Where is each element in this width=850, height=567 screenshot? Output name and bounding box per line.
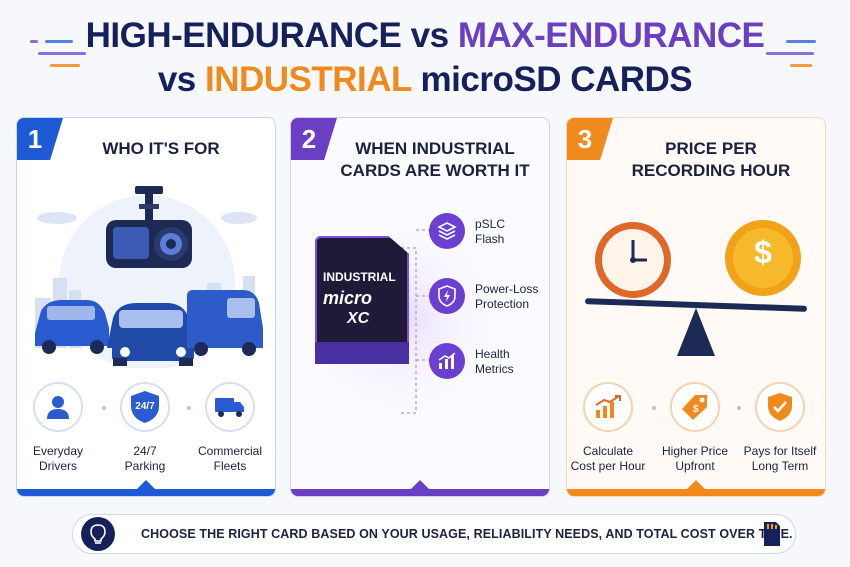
pays-for-itself-circle [755,382,805,432]
panel-accent-bar [291,489,549,496]
title-max-endurance: MAX-ENDURANCE [457,16,765,55]
health-metrics-feature-circle [429,343,465,379]
card-label-micro: micro [323,288,373,308]
title-decoration-left [50,64,80,67]
growth-chart-icon [595,395,621,418]
industrial-microsd-card: INDUSTRIAL micro XC [315,236,409,364]
higher-price-label: Higher Price Upfront [661,444,729,473]
panel-title: PRICE PER RECORDING HOUR [631,139,791,180]
power-loss-feature-circle [429,278,465,314]
shield-24-7-icon [131,391,159,423]
title-decoration-left [30,40,38,43]
lightbulb-icon [90,524,106,544]
panel-price-per-hour: 3 PRICE PER RECORDING HOUR $ [566,117,826,497]
tag-dollar-symbol: $ [693,404,699,415]
lightbulb-icon-circle [81,517,115,551]
panel-title: WHEN INDUSTRIAL CARDS ARE WORTH IT [340,139,530,180]
pslc-feature-circle [429,213,465,249]
everyday-drivers-circle [33,382,83,432]
card-bottom-stripe [315,342,409,364]
price-tag-icon: $ [682,395,707,420]
everyday-drivers-label: Everyday Drivers [32,444,84,473]
power-loss-feature-label: Power-Loss Protection [475,282,539,311]
title-industrial: INDUSTRIAL [205,60,412,99]
title-decoration-right [786,40,816,43]
separator-dot [737,406,741,410]
panel-number-badge: 2 [291,118,337,160]
clock-icon [595,222,671,298]
title-decoration-right [790,64,812,67]
panel-accent-bar [17,489,275,496]
card-label-industrial: INDUSTRIAL [323,270,396,284]
person-icon [47,396,69,419]
panel-accent-bar [567,489,825,496]
panel-title: WHO IT'S FOR [102,139,220,158]
footer-message: CHOOSE THE RIGHT CARD BASED ON YOUR USAG… [141,527,793,541]
title-vs-1: vs [410,16,449,55]
footer-banner: CHOOSE THE RIGHT CARD BASED ON YOUR USAG… [72,514,796,554]
parking-circle: 24/7 [120,382,170,432]
separator-dot [102,406,106,410]
suv-icon [107,303,195,366]
dollar-coin-icon [725,220,801,296]
coin-dollar-symbol: $ [754,234,772,270]
dashcam-icon [106,186,192,268]
title-vs-2: vs [157,60,196,99]
title-decoration-right [766,52,814,55]
separator-dot [187,406,191,410]
power-shield-icon [438,285,456,307]
sedan-icon [35,300,109,354]
vehicles-illustration [35,186,263,368]
pslc-feature-label: pSLC Flash [475,217,506,246]
parking-label: 24/7 Parking [124,444,166,473]
pointer-notch [411,480,429,489]
card-label-xc: XC [347,310,370,327]
shield-24-7-text: 24/7 [135,401,155,412]
calculate-cost-circle [583,382,633,432]
calculate-cost-label: Calculate Cost per Hour [570,444,646,473]
sd-card-icon [764,522,780,546]
page-title: HIGH-ENDURANCE vs MAX-ENDURANCE vs INDUS… [0,14,850,102]
higher-price-circle: $ [670,382,720,432]
truck-icon [215,398,244,417]
commercial-fleets-circle [205,382,255,432]
check-shield-icon [768,393,792,421]
panel-industrial-worth-it: 2 WHEN INDUSTRIAL CARDS ARE WORTH IT INDU… [290,117,550,497]
panel-who-its-for: 1 WHO IT'S FOR [16,117,276,497]
panel-number-badge: 1 [17,118,63,160]
bar-chart-icon [438,352,456,369]
title-decoration-left [38,52,86,55]
van-icon [187,290,263,356]
health-metrics-feature-label: Health Metrics [475,347,514,376]
layers-icon [437,222,457,240]
pays-for-itself-label: Pays for Itself Long Term [743,444,817,473]
title-decoration-left [45,40,73,43]
clock-coin-scale-illustration [585,220,807,356]
title-microsd-cards: microSD CARDS [420,60,693,99]
commercial-fleets-label: Commercial Fleets [197,444,262,473]
pointer-notch [687,480,705,489]
title-high-endurance: HIGH-ENDURANCE [85,16,402,55]
pointer-notch [137,480,155,489]
separator-dot [652,406,656,410]
